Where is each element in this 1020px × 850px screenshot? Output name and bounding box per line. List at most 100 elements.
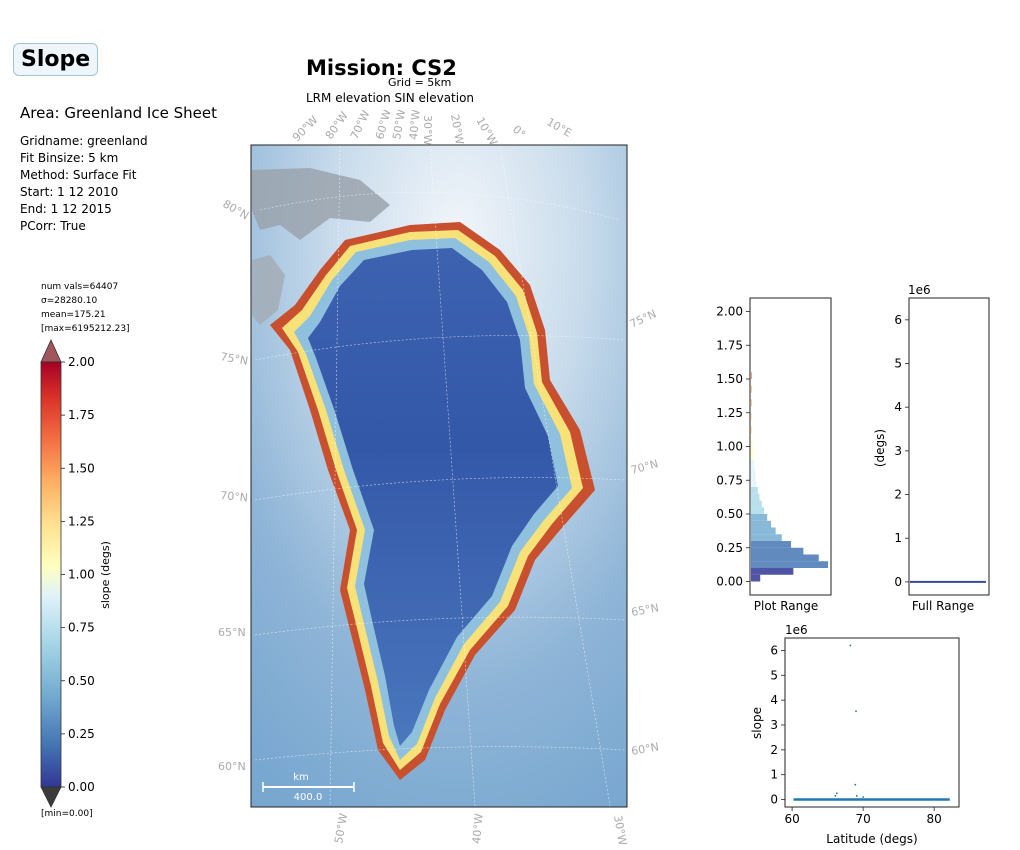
land-canada-west — [252, 255, 285, 325]
y-tick-label: 6 — [894, 313, 902, 327]
colorbar-tick-label: 1.00 — [68, 568, 95, 582]
y-tick-label: 1.50 — [716, 372, 743, 386]
info-gridname: Gridname: greenland — [20, 134, 148, 148]
lat-label-right: 60°N — [630, 740, 660, 758]
subtitle: LRM elevation SIN elevation — [306, 91, 475, 105]
x-tick-label: 60 — [784, 812, 799, 826]
scatter-ticks: 0 1 2 3 4 5 6 60 70 80 — [770, 643, 941, 826]
lat-label-right: 75°N — [628, 307, 659, 331]
colorbar-tick-label: 0.75 — [68, 621, 95, 635]
hist-full-range-frame — [908, 297, 990, 596]
colorbar-tick-label: 1.75 — [68, 408, 95, 422]
histogram-bar — [751, 453, 754, 460]
lat-label-left: 70°N — [220, 489, 249, 504]
histogram-bar — [751, 500, 762, 508]
lon-label-bottom: 40°W — [470, 813, 486, 845]
graticule — [254, 145, 626, 807]
mission-title: Mission: CS2 — [306, 56, 457, 80]
area-label: Area: Greenland Ice Sheet — [20, 104, 217, 122]
y-tick-label: 1.75 — [716, 338, 743, 352]
histogram-bar — [751, 385, 752, 393]
info-block: Gridname: greenland Fit Binsize: 5 km Me… — [20, 133, 148, 235]
y-tick-label: 0.75 — [716, 473, 743, 487]
colorbar-label: slope (degs) — [99, 541, 112, 609]
scale-bar-unit: km — [293, 772, 309, 783]
scatter-points — [834, 644, 865, 798]
colorbar-tick-label: 0.00 — [68, 780, 95, 794]
lon-label-top: 90°W — [290, 113, 321, 144]
stat-num-vals: num vals=64407 — [41, 282, 119, 292]
histogram-bar — [751, 527, 776, 535]
greenland-map: km 400.0 90°W 80°W 70°W 60°W 50°W 40°W 3… — [218, 110, 660, 847]
y-tick-label: 1.25 — [716, 406, 743, 420]
y-tick-label: 6 — [770, 643, 778, 657]
stat-min: [min=0.00] — [41, 809, 93, 819]
y-tick-label: 3 — [894, 444, 902, 458]
scatter-point — [855, 794, 858, 797]
stat-mean: mean=175.21 — [41, 310, 106, 320]
info-pcorr: PCorr: True — [20, 219, 86, 233]
scatter-scale: 1e6 — [785, 623, 808, 637]
ice-sheet-interior — [308, 248, 558, 746]
histogram-bar — [751, 554, 819, 562]
y-tick-label: 5 — [770, 668, 778, 682]
histogram-bar — [751, 473, 756, 481]
hist-full-range-ticks: 0 1 2 3 4 5 6 — [894, 313, 909, 589]
grid-label: Grid = 5km — [388, 76, 452, 89]
histogram-bar — [751, 460, 755, 467]
lat-label-left: 75°N — [219, 350, 249, 368]
stat-max: [max=6195212.23] — [41, 324, 130, 334]
scatter-point — [835, 792, 838, 795]
lon-label-bottom: 30°W — [611, 814, 629, 846]
hist-full-range-scale: 1e6 — [908, 283, 931, 297]
y-tick-label: 3 — [770, 718, 778, 732]
scatter-point — [849, 644, 852, 647]
hist-full-range-bars — [910, 580, 986, 583]
lon-label-top: 0° — [510, 123, 528, 141]
y-tick-label: 0 — [894, 575, 902, 589]
x-tick-label: 80 — [927, 812, 942, 826]
y-tick-label: 2 — [770, 743, 778, 757]
colorbar-extend-high — [40, 339, 62, 363]
histogram-bar — [751, 568, 794, 575]
scale-bar: km 400.0 — [262, 772, 355, 803]
hist-plot-range-ticks: 0.00 0.25 0.50 0.75 1.00 1.25 1.50 1.75 2.00 — [716, 305, 750, 589]
histogram-bar — [751, 493, 760, 501]
y-tick-label: 2.00 — [716, 305, 743, 319]
y-tick-label: 4 — [770, 693, 778, 707]
hist-plot-range-bars — [751, 372, 828, 582]
lon-label-top: 80°W — [323, 110, 351, 142]
info-method: Method: Surface Fit — [20, 168, 137, 182]
scatter-point — [834, 794, 837, 797]
lon-label-top: 70°W — [348, 110, 373, 141]
y-tick-label: 4 — [894, 400, 902, 414]
lon-label-bottom: 50°W — [332, 812, 350, 844]
colorbar-tick-label: 0.25 — [68, 727, 95, 741]
colorbar-gradient — [40, 361, 62, 788]
y-tick-label: 0.00 — [716, 575, 743, 589]
lat-label-right: 65°N — [630, 601, 660, 619]
histogram-bar — [751, 399, 752, 406]
histogram-bar — [751, 541, 792, 548]
lat-label-left: 60°N — [218, 760, 246, 773]
histogram-bar — [751, 514, 768, 521]
land-canada-north — [252, 168, 390, 240]
colorbar-extend-low — [40, 786, 62, 808]
hist-plot-range: 0.00 0.25 0.50 0.75 1.00 1.25 1.50 1.75 2.00 Plo… — [716, 297, 832, 613]
slope-title: Slope — [13, 43, 99, 76]
colorbar-tick-label: 2.00 — [68, 355, 95, 369]
hist-plot-range-xlabel: Plot Range — [754, 599, 818, 613]
histogram-bar — [751, 574, 761, 582]
y-tick-label: 1.00 — [716, 440, 743, 454]
y-tick-label: 0.25 — [716, 541, 743, 555]
lon-label-top: 20°W — [448, 113, 466, 145]
y-tick-label: 0.50 — [716, 507, 743, 521]
lon-label-top: 30°W — [421, 115, 434, 145]
histogram-bar — [751, 412, 752, 420]
histogram-bar — [910, 580, 986, 583]
scatter-point — [862, 796, 865, 798]
histogram-bar — [751, 534, 782, 541]
scale-bar-value: 400.0 — [294, 792, 323, 803]
hist-full-range: 0 1 2 3 4 5 6 1e6 (degs) Full Range — [873, 283, 990, 613]
stat-sigma: σ=28280.10 — [41, 296, 98, 306]
